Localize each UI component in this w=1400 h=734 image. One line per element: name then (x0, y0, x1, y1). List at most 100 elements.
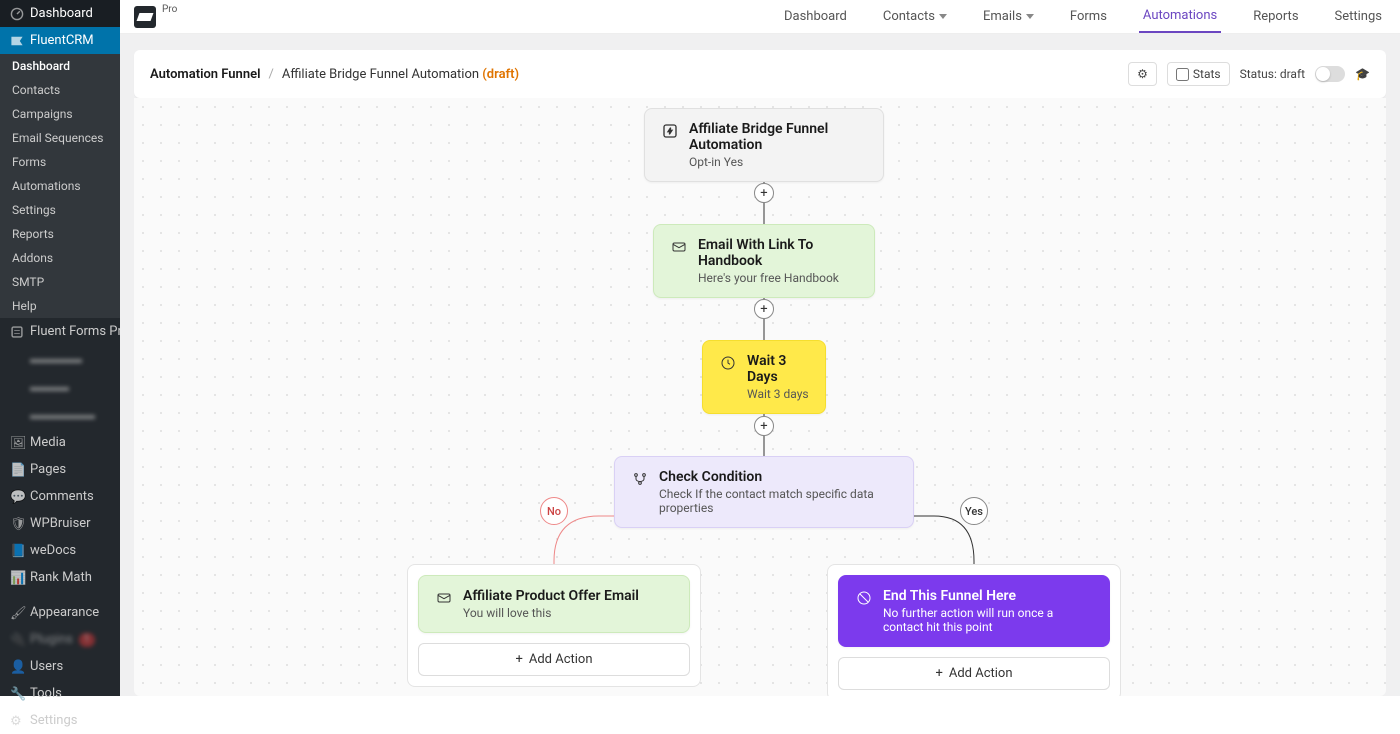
nav-dashboard[interactable]: Dashboard (780, 0, 851, 33)
node-title: End This Funnel Here (883, 588, 1093, 604)
funnel-canvas[interactable]: Affiliate Bridge Funnel Automation Opt-i… (134, 98, 1386, 696)
add-action-button[interactable]: +Add Action (418, 643, 690, 676)
submenu-dashboard[interactable]: Dashboard (0, 54, 120, 78)
fluentcrm-logo[interactable] (134, 6, 156, 28)
wp-admin-sidebar: Dashboard FluentCRM Dashboard Contacts C… (0, 0, 120, 696)
wp-menu-appearance[interactable]: 🖌Appearance (0, 599, 120, 626)
fluentcrm-icon (10, 34, 24, 48)
email-icon (435, 589, 453, 607)
wp-menu-rankmath[interactable]: 📊 Rank Math (0, 564, 120, 591)
nav-contacts[interactable]: Contacts (879, 0, 951, 33)
plus-icon: + (515, 652, 522, 667)
wp-menu-label: Settings (30, 713, 77, 728)
clock-icon (719, 354, 737, 372)
nav-emails[interactable]: Emails (979, 0, 1038, 33)
wp-menu-fluentcrm[interactable]: FluentCRM (0, 27, 120, 54)
submenu-help[interactable]: Help (0, 294, 120, 318)
form-icon (10, 325, 24, 339)
node-email-offer[interactable]: Affiliate Product Offer Email You will l… (418, 575, 690, 633)
branch-container-no: Affiliate Product Offer Email You will l… (407, 564, 701, 687)
node-subtitle: Wait 3 days (747, 387, 809, 401)
branch-container-yes: End This Funnel Here No further action w… (827, 564, 1121, 696)
wp-menu-plugins[interactable]: 🔌Plugins1 (0, 626, 120, 653)
node-title: Affiliate Bridge Funnel Automation (689, 121, 867, 153)
update-badge: 1 (79, 633, 95, 647)
wp-menu-comments[interactable]: 💬 Comments (0, 483, 120, 510)
shield-icon: 🛡 (10, 517, 24, 531)
media-icon: 🖼 (10, 436, 24, 450)
nav-settings[interactable]: Settings (1331, 0, 1386, 33)
nav-automations[interactable]: Automations (1139, 0, 1221, 33)
chart-icon: 📊 (10, 571, 24, 585)
submenu-addons[interactable]: Addons (0, 246, 120, 270)
gear-icon: ⚙ (1137, 67, 1148, 81)
node-email[interactable]: Email With Link To Handbook Here's your … (653, 224, 875, 298)
wp-menu-dashboard[interactable]: Dashboard (0, 0, 120, 27)
top-navigation: Dashboard Contacts Emails Forms Automati… (780, 0, 1386, 33)
submenu-smtp[interactable]: SMTP (0, 270, 120, 294)
node-subtitle: Opt-in Yes (689, 155, 867, 169)
wp-menu-settings[interactable]: ⚙Settings (0, 707, 120, 734)
node-title: Check Condition (659, 469, 897, 485)
wp-menu-media[interactable]: 🖼 Media (0, 429, 120, 456)
node-condition[interactable]: Check Condition Check If the contact mat… (614, 456, 914, 528)
status-toggle[interactable] (1315, 66, 1345, 82)
submenu-automations[interactable]: Automations (0, 174, 120, 198)
wp-menu-fluentforms[interactable]: Fluent Forms Pro (0, 318, 120, 345)
submenu-reports[interactable]: Reports (0, 222, 120, 246)
add-step-button[interactable]: + (754, 299, 774, 319)
wp-menu-tools[interactable]: 🔧Tools (0, 680, 120, 707)
branch-yes-badge: Yes (960, 497, 988, 525)
app-topbar: Pro Dashboard Contacts Emails Forms Auto… (120, 0, 1400, 34)
submenu-campaigns[interactable]: Campaigns (0, 102, 120, 126)
wp-menu-label: Media (30, 435, 66, 450)
stats-button[interactable]: Stats (1167, 62, 1230, 86)
wp-menu-users[interactable]: 👤Users (0, 653, 120, 680)
wp-menu-label: FluentCRM (30, 33, 94, 48)
pro-badge: Pro (162, 4, 177, 15)
add-step-button[interactable]: + (754, 416, 774, 436)
wp-menu-pages[interactable]: 📄 Pages (0, 456, 120, 483)
stats-checkbox[interactable] (1176, 68, 1189, 81)
graduation-icon[interactable]: 🎓 (1355, 67, 1370, 81)
wp-menu-wedocs[interactable]: 📘weDocs (0, 537, 120, 564)
node-subtitle: No further action will run once a contac… (883, 606, 1093, 634)
page-header: Automation Funnel / Affiliate Bridge Fun… (134, 50, 1386, 98)
wp-menu-label: Pages (30, 462, 66, 477)
stop-icon (855, 589, 873, 607)
submenu-contacts[interactable]: Contacts (0, 78, 120, 102)
wp-submenu-fluentcrm: Dashboard Contacts Campaigns Email Seque… (0, 54, 120, 318)
brush-icon: 🖌 (10, 606, 24, 620)
submenu-forms[interactable]: Forms (0, 150, 120, 174)
nav-forms[interactable]: Forms (1066, 0, 1111, 33)
wp-menu-label: Rank Math (30, 570, 92, 585)
wp-menu-label: WPBruiser (30, 516, 91, 531)
plus-icon: + (935, 666, 942, 681)
node-end-funnel[interactable]: End This Funnel Here No further action w… (838, 575, 1110, 647)
nav-reports[interactable]: Reports (1249, 0, 1302, 33)
wp-menu-label: Dashboard (30, 6, 93, 21)
add-action-button[interactable]: +Add Action (838, 657, 1110, 690)
email-icon (670, 238, 688, 256)
branch-no-badge: No (540, 497, 568, 525)
chevron-down-icon (939, 14, 947, 19)
wp-menu-blurred[interactable]: ▬▬▬ (0, 373, 120, 401)
settings-button[interactable]: ⚙ (1128, 62, 1157, 86)
node-wait[interactable]: Wait 3 Days Wait 3 days (702, 340, 826, 414)
comments-icon: 💬 (10, 490, 24, 504)
breadcrumb-root[interactable]: Automation Funnel (150, 67, 260, 82)
wp-menu-blurred[interactable]: ▬▬▬▬▬ (0, 401, 120, 429)
breadcrumb-separator: / (268, 67, 273, 82)
wp-menu-wpbruiser[interactable]: 🛡 WPBruiser (0, 510, 120, 537)
wp-menu-label: Users (30, 659, 63, 674)
submenu-email-sequences[interactable]: Email Sequences (0, 126, 120, 150)
wp-menu-blurred[interactable]: ▬▬▬▬ (0, 345, 120, 373)
pages-icon: 📄 (10, 463, 24, 477)
wp-menu-label: Comments (30, 489, 94, 504)
docs-icon: 📘 (10, 544, 24, 558)
node-trigger[interactable]: Affiliate Bridge Funnel Automation Opt-i… (644, 108, 884, 182)
chevron-down-icon (1026, 14, 1034, 19)
submenu-settings[interactable]: Settings (0, 198, 120, 222)
separator (0, 591, 120, 599)
add-step-button[interactable]: + (754, 183, 774, 203)
